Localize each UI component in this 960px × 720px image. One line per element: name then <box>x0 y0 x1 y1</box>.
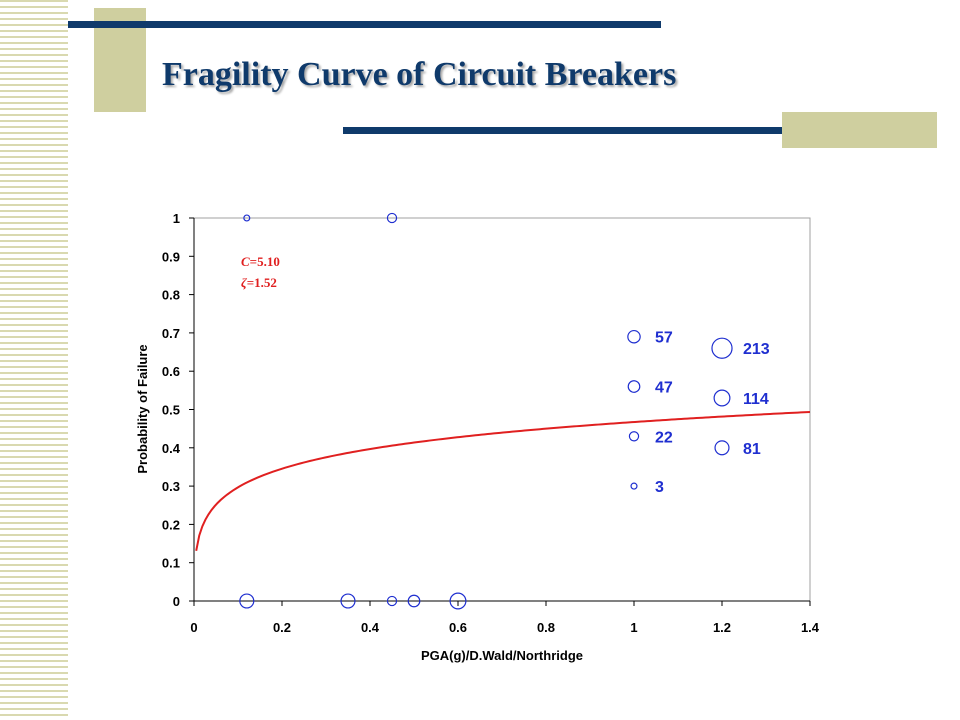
c-value: =5.10 <box>250 254 280 269</box>
plot-area-frame <box>193 217 811 602</box>
observation-point <box>239 593 255 609</box>
x-tick-label: 0.2 <box>273 620 291 635</box>
x-tick-label: 0 <box>190 620 197 635</box>
zeta-symbol: ζ <box>241 275 248 290</box>
observation-point <box>340 593 356 609</box>
c-parameter-label: C=5.10 <box>241 254 280 269</box>
legend-label: 22 <box>655 429 673 446</box>
y-tick-label: 0.2 <box>162 517 180 532</box>
observation-point <box>449 592 467 610</box>
x-tick-label: 1.4 <box>801 620 820 635</box>
x-tick-label: 0.4 <box>361 620 380 635</box>
y-axis-title: Probability of Failure <box>135 344 150 473</box>
observation-point <box>407 594 421 608</box>
observation-points <box>239 212 467 610</box>
title-accent-box-bottom <box>782 112 937 148</box>
x-axis-title: PGA(g)/D.Wald/Northridge <box>421 648 583 663</box>
sample-size-legend: 57 47 22 3 213 114 81 <box>627 329 770 496</box>
y-tick-label: 1 <box>173 211 180 226</box>
title-accent-line-top <box>68 21 661 28</box>
legend-marker <box>630 482 638 490</box>
x-ticks: 0 0.2 0.4 0.6 0.8 1 1.2 1.4 <box>190 601 820 635</box>
y-tick-label: 0.4 <box>162 441 181 456</box>
y-tick-label: 0.8 <box>162 288 180 303</box>
observation-point <box>386 595 398 607</box>
legend-marker <box>628 431 640 442</box>
legend-marker <box>627 380 641 393</box>
page-title: Fragility Curve of Circuit Breakers <box>162 56 677 93</box>
y-tick-label: 0.6 <box>162 364 180 379</box>
legend-label: 81 <box>743 441 761 458</box>
zeta-value: =1.52 <box>247 275 277 290</box>
x-tick-label: 0.6 <box>449 620 467 635</box>
legend-label: 57 <box>655 330 673 347</box>
fragility-curve-line <box>195 410 811 551</box>
y-tick-label: 0.7 <box>162 326 180 341</box>
observation-point <box>243 214 251 222</box>
legend-label: 114 <box>743 391 769 408</box>
legend-marker <box>714 440 730 456</box>
c-symbol: C <box>241 254 250 269</box>
legend-marker <box>711 337 733 359</box>
y-ticks: 0 0.1 0.2 0.3 0.4 0.5 0.6 0.7 0.8 0.9 1 <box>162 211 194 609</box>
x-tick-label: 0.8 <box>537 620 555 635</box>
y-tick-label: 0.5 <box>162 403 180 418</box>
y-tick-label: 0 <box>173 594 180 609</box>
legend-marker <box>627 329 641 344</box>
zeta-parameter-label: ζ=1.52 <box>241 275 277 290</box>
legend-marker <box>713 389 731 407</box>
y-tick-label: 0.1 <box>162 556 180 571</box>
title-accent-line-bottom <box>343 127 936 134</box>
left-striped-border <box>0 0 68 720</box>
legend-label: 3 <box>655 479 664 496</box>
y-tick-label: 0.9 <box>162 249 180 264</box>
observation-point <box>386 212 398 224</box>
y-tick-label: 0.3 <box>162 479 180 494</box>
x-tick-label: 1 <box>630 620 637 635</box>
legend-label: 47 <box>655 380 673 397</box>
x-tick-label: 1.2 <box>713 620 731 635</box>
legend-label: 213 <box>743 341 770 358</box>
